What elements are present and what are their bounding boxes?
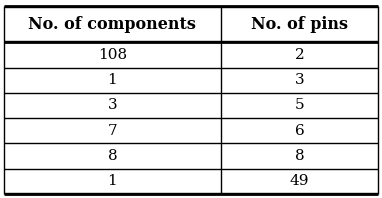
Text: 1: 1 — [107, 174, 117, 188]
Text: 2: 2 — [295, 48, 304, 62]
Text: No. of components: No. of components — [28, 16, 196, 33]
Text: 108: 108 — [98, 48, 127, 62]
Text: 6: 6 — [295, 124, 304, 138]
Text: 49: 49 — [290, 174, 309, 188]
Text: No. of pins: No. of pins — [251, 16, 348, 33]
Text: 1: 1 — [107, 73, 117, 87]
Text: 3: 3 — [108, 98, 117, 112]
Text: 8: 8 — [295, 149, 304, 163]
Text: 3: 3 — [295, 73, 304, 87]
Text: 8: 8 — [108, 149, 117, 163]
Text: 5: 5 — [295, 98, 304, 112]
Text: 7: 7 — [108, 124, 117, 138]
